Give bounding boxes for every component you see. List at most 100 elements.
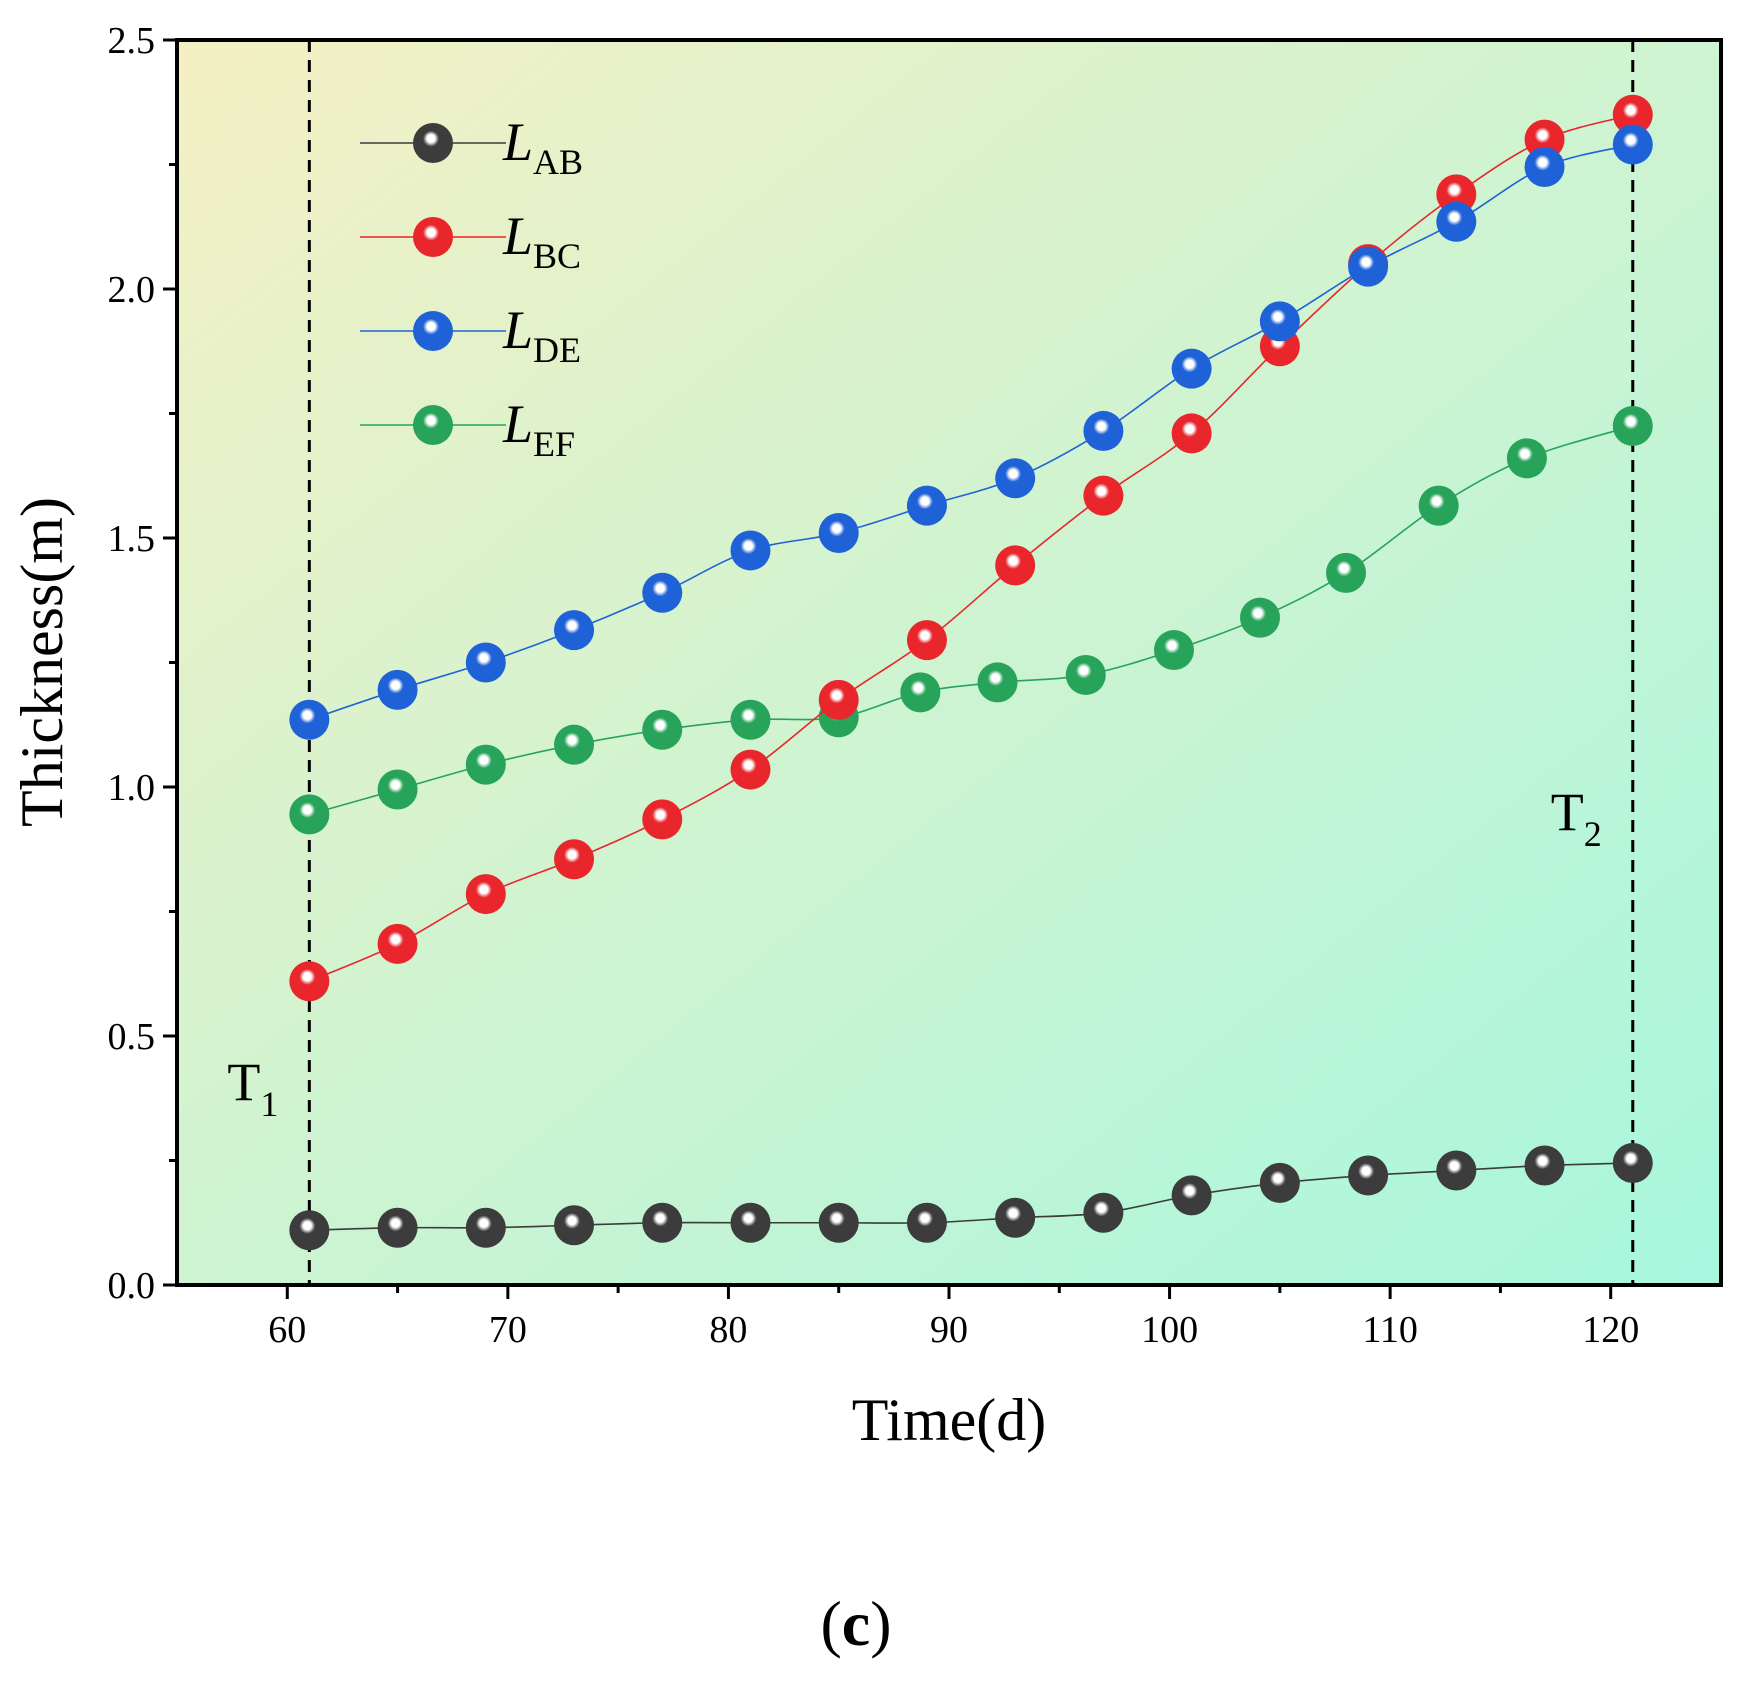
data-point-LEF-65 <box>377 769 418 810</box>
series-LEF <box>289 405 1653 835</box>
time-marker-label-2: T2 <box>1551 782 1602 854</box>
data-point-LAB-113 <box>1436 1150 1477 1191</box>
data-point-LBC-73 <box>554 839 595 880</box>
data-point-LDE-77 <box>642 572 683 613</box>
data-point-LAB-93 <box>995 1197 1036 1238</box>
legend-marker-LDE <box>413 311 453 351</box>
data-point-LAB-61 <box>289 1210 330 1251</box>
y-tick-label-1.0: 1.0 <box>108 767 156 809</box>
y-tick-label-0.5: 0.5 <box>108 1016 156 1058</box>
data-point-LAB-85 <box>818 1202 859 1243</box>
data-point-LAB-105 <box>1259 1162 1300 1203</box>
series-line-LDE <box>309 143 1633 721</box>
x-tick-label-100: 100 <box>1141 1309 1198 1351</box>
data-point-LEF-108 <box>1326 552 1367 593</box>
data-point-LDE-69 <box>465 642 506 683</box>
data-point-LEF-96.2 <box>1065 654 1106 695</box>
data-point-LEF-77 <box>642 709 683 750</box>
legend-item-LEF: LEF <box>360 394 575 464</box>
x-tick-label-120: 120 <box>1582 1309 1639 1351</box>
data-point-LBC-117 <box>1524 119 1565 160</box>
data-point-LAB-89 <box>906 1202 947 1243</box>
plot-background <box>177 40 1721 1285</box>
series-line-LAB <box>309 1162 1633 1232</box>
data-point-LDE-109 <box>1348 246 1389 287</box>
series-line-LBC <box>309 113 1633 982</box>
y-axis-title: Thickness(m) <box>9 497 75 827</box>
data-point-LBC-61 <box>289 961 330 1002</box>
data-point-LDE-89 <box>906 485 947 526</box>
data-point-LDE-61 <box>289 699 330 740</box>
data-point-LEF-121 <box>1612 405 1653 446</box>
data-point-LAB-69 <box>465 1207 506 1248</box>
data-point-LEF-100.2 <box>1153 630 1194 671</box>
data-point-LEF-61 <box>289 794 330 835</box>
data-point-LAB-97 <box>1083 1192 1124 1233</box>
data-point-LEF-69 <box>465 744 506 785</box>
legend-label-LBC: LBC <box>502 206 581 276</box>
y-tick-label-1.5: 1.5 <box>108 518 156 560</box>
data-point-LDE-81 <box>730 530 771 571</box>
data-point-LAB-77 <box>642 1202 683 1243</box>
data-point-LBC-69 <box>465 874 506 915</box>
data-point-LEF-88.7 <box>900 672 941 713</box>
data-point-LAB-81 <box>730 1202 771 1243</box>
legend-marker-LBC <box>413 217 453 257</box>
y-tick-label-2.5: 2.5 <box>108 20 156 62</box>
data-point-LDE-73 <box>554 610 595 651</box>
data-point-LAB-121 <box>1612 1142 1653 1183</box>
data-point-LAB-73 <box>554 1205 595 1246</box>
x-tick-label-110: 110 <box>1362 1309 1418 1351</box>
series-LDE <box>289 124 1653 740</box>
data-point-LEF-116.2 <box>1506 438 1547 479</box>
data-point-LBC-77 <box>642 799 683 840</box>
time-marker-label-1: T1 <box>227 1052 278 1124</box>
panel-label-close: ) <box>870 1588 891 1659</box>
legend-label-LEF: LEF <box>502 394 575 464</box>
series-line-LEF <box>309 425 1634 816</box>
data-point-LEF-73 <box>554 724 595 765</box>
legend-marker-LEF <box>413 405 453 445</box>
data-point-LEF-112.2 <box>1418 485 1459 526</box>
series-LAB <box>289 1142 1653 1251</box>
data-point-LBC-121 <box>1612 94 1653 135</box>
data-point-LDE-121 <box>1612 124 1653 165</box>
data-point-LDE-97 <box>1083 410 1124 451</box>
data-point-LBC-81 <box>730 749 771 790</box>
data-point-LBC-97 <box>1083 475 1124 516</box>
data-point-LAB-109 <box>1348 1155 1389 1196</box>
x-tick-label-70: 70 <box>489 1309 527 1351</box>
data-point-LAB-117 <box>1524 1145 1565 1186</box>
panel-label: (c) <box>820 1588 891 1659</box>
legend-label-LAB: LAB <box>502 112 583 182</box>
data-point-LDE-101 <box>1171 348 1212 389</box>
data-point-LAB-65 <box>377 1207 418 1248</box>
y-tick-label-2.0: 2.0 <box>108 269 156 311</box>
data-point-LBC-89 <box>906 620 947 661</box>
data-point-LDE-117 <box>1524 146 1565 187</box>
legend-item-LAB: LAB <box>360 112 583 182</box>
data-point-LEF-104.1 <box>1240 597 1281 638</box>
data-point-LBC-113 <box>1436 174 1477 215</box>
data-point-LDE-93 <box>995 458 1036 499</box>
data-point-LEF-92.2 <box>977 662 1018 703</box>
x-tick-label-60: 60 <box>268 1309 306 1351</box>
data-point-LBC-101 <box>1171 413 1212 454</box>
data-point-LDE-113 <box>1436 201 1477 242</box>
data-point-LDE-85 <box>818 513 859 554</box>
data-point-LBC-85 <box>818 679 859 720</box>
data-point-LBC-65 <box>377 923 418 964</box>
x-tick-label-90: 90 <box>930 1309 968 1351</box>
panel-label-open: ( <box>820 1588 841 1659</box>
y-tick-label-0.0: 0.0 <box>108 1265 156 1307</box>
legend-marker-LAB <box>413 123 453 163</box>
legend-label-LDE: LDE <box>502 300 581 370</box>
data-point-LAB-101 <box>1171 1175 1212 1216</box>
x-tick-label-80: 80 <box>709 1309 747 1351</box>
data-point-LDE-65 <box>377 669 418 710</box>
legend-item-LBC: LBC <box>360 206 581 276</box>
panel-label-letter: c <box>842 1588 870 1659</box>
legend: LAB LBC LDE LEF <box>360 112 583 464</box>
data-point-LEF-81 <box>730 699 771 740</box>
